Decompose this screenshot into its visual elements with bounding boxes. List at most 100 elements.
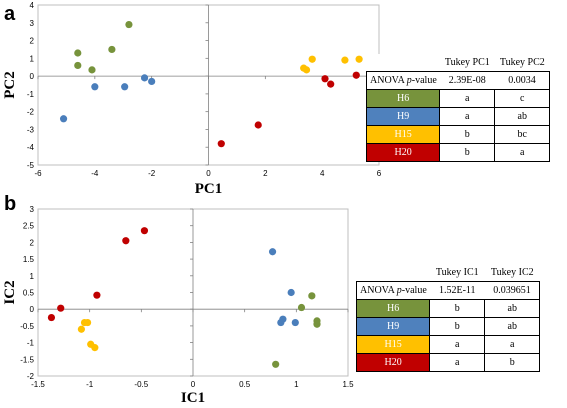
data-point-h9 (291, 318, 299, 327)
data-point-h20 (140, 227, 149, 235)
anova-value: 1.52E-11 (429, 281, 485, 300)
table-row: H15 a a (355, 335, 541, 354)
y-tick-label: -2 (27, 108, 35, 117)
data-point-h9 (91, 83, 99, 91)
tukey-value: a (429, 353, 486, 372)
data-point-h20 (327, 80, 335, 88)
group-label: H9 (355, 317, 431, 336)
panel-letter: a (4, 3, 16, 25)
data-point-h6 (297, 303, 306, 312)
table-row: H9 b ab (355, 317, 541, 336)
tukey-value: a (484, 335, 541, 354)
anova-value: 0.039651 (484, 281, 541, 300)
tukey-value: b (439, 125, 496, 144)
data-point-h20 (122, 237, 130, 245)
scatter-panel-b: b-1.5 -1 -0.5 0 0.5 1 1.5-2-1.5-1-0.500.511.52… (2, 193, 354, 406)
y-tick-label: 2.5 (23, 222, 35, 231)
x-tick-label: 0 (191, 380, 196, 389)
data-point-h9 (268, 248, 277, 256)
group-label: H9 (365, 107, 441, 126)
data-point-h15 (91, 344, 99, 352)
y-tick-label: -1 (27, 339, 35, 348)
col-header: Tukey PC1 (444, 57, 490, 68)
data-point-h9 (287, 288, 295, 297)
table-row: H15 b bc (365, 125, 551, 144)
table-row: H20 b a (365, 143, 551, 162)
tukey-value: a (439, 89, 496, 108)
x-tick-label: 6 (377, 169, 382, 178)
x-tick-label: -6 (34, 169, 42, 178)
data-point-h9 (140, 74, 149, 82)
y-tick-label: 3 (30, 19, 35, 28)
x-axis-title: PC1 (195, 181, 223, 197)
panel-letter: b (4, 193, 16, 215)
tukey-value: b (429, 317, 486, 336)
group-label: H6 (355, 299, 431, 318)
tukey-value: a (494, 143, 551, 162)
data-point-h6 (74, 61, 82, 70)
y-axis-title: PC2 (2, 71, 18, 99)
table-row: H6 a c (365, 89, 551, 108)
y-tick-label: -3 (27, 125, 35, 134)
x-tick-label: -4 (91, 169, 99, 178)
y-tick-label: -4 (27, 143, 35, 152)
data-point-h20 (93, 291, 101, 299)
col-header: Tukey IC1 (435, 267, 479, 278)
data-point-h9 (121, 83, 129, 91)
x-tick-label: -1.5 (31, 380, 45, 389)
group-label: H15 (355, 335, 431, 354)
data-point-h9 (279, 315, 287, 323)
y-tick-label: 3 (30, 205, 35, 214)
x-axis-title: IC1 (181, 390, 205, 406)
tukey-value: b (429, 299, 486, 318)
table-row: H6 b ab (355, 299, 541, 318)
anova-label: ANOVA p-value (365, 71, 440, 90)
tukey-value: ab (494, 107, 551, 126)
tukey-value: a (439, 107, 496, 126)
y-axis-title: IC2 (2, 280, 18, 304)
table-row: H9 a ab (365, 107, 551, 126)
x-tick-label: -2 (148, 169, 156, 178)
group-label: H15 (365, 125, 441, 144)
data-point-h20 (254, 121, 262, 129)
y-tick-label: -1.5 (20, 355, 34, 364)
tukey-table-a: Tukey PC1 Tukey PC2 ANOVA p-value 2.39E-… (365, 54, 551, 162)
y-tick-label: 2 (30, 238, 35, 247)
data-point-h20 (352, 71, 360, 79)
data-point-h15 (308, 55, 316, 63)
data-point-h15 (84, 318, 92, 327)
data-point-h20 (217, 140, 225, 148)
data-point-h20 (47, 313, 56, 322)
data-point-h15 (302, 66, 311, 74)
col-header: Tukey PC2 (499, 57, 545, 68)
data-point-h20 (57, 304, 65, 312)
data-point-h20 (321, 75, 329, 83)
y-tick-label: -2 (27, 372, 35, 381)
anova-label: ANOVA p-value (355, 281, 430, 300)
data-point-h6 (272, 360, 280, 368)
tukey-value: c (494, 89, 551, 108)
tukey-value: ab (484, 299, 541, 318)
x-tick-label: -0.5 (134, 380, 148, 389)
x-tick-label: 4 (320, 169, 325, 178)
x-tick-label: 1 (294, 380, 299, 389)
tukey-table-b: Tukey IC1 Tukey IC2 ANOVA p-value 1.52E-… (355, 264, 541, 372)
y-tick-label: -1 (27, 90, 35, 99)
data-point-h6 (108, 45, 116, 54)
x-tick-label: 0.5 (239, 380, 251, 389)
data-point-h15 (341, 56, 349, 64)
data-point-h15 (355, 55, 363, 63)
x-tick-label: 0 (206, 169, 211, 178)
scatter-panel-a: a -6 -4 -2 0 2 4 6 -5 -4 -3 -2 -1 0 1 2 3 4 PC1 PC2 (2, 1, 382, 197)
data-point-h6 (88, 66, 96, 74)
data-point-h15 (77, 325, 85, 333)
y-tick-label: 2 (30, 37, 35, 46)
data-point-h6 (308, 292, 316, 300)
tukey-value: b (484, 353, 541, 372)
anova-value: 2.39E-08 (439, 71, 495, 90)
group-label: H6 (365, 89, 441, 108)
y-tick-label: -5 (27, 161, 35, 170)
data-point-h6 (74, 49, 82, 57)
data-point-h9 (148, 77, 156, 86)
